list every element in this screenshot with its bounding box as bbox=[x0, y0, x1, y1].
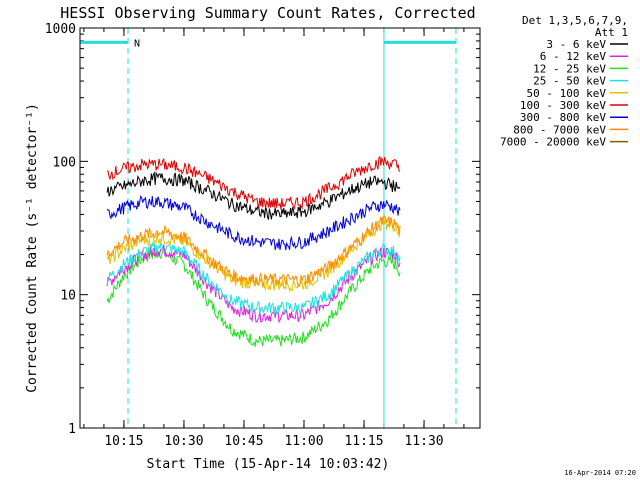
series-line-2 bbox=[106, 248, 401, 347]
series-line-5 bbox=[107, 155, 401, 211]
legend-entry-label: 100 - 300 keV bbox=[520, 99, 606, 112]
y-tick-label: 1000 bbox=[45, 22, 76, 37]
y-tick-label: 1 bbox=[68, 422, 76, 437]
flag-label: N bbox=[134, 38, 140, 49]
legend-entry-label: 800 - 7000 keV bbox=[513, 123, 606, 136]
legend-header: Att 1 bbox=[595, 26, 628, 39]
plot-border bbox=[79, 27, 481, 429]
legend-entry-label: 3 - 6 keV bbox=[546, 38, 606, 51]
series-line-0 bbox=[106, 171, 401, 220]
legend-entry-label: 6 - 12 keV bbox=[540, 50, 607, 63]
x-tick-label: 10:15 bbox=[104, 434, 143, 449]
x-tick-label: 10:30 bbox=[164, 434, 203, 449]
legend-entry-label: 50 - 100 keV bbox=[527, 87, 607, 100]
x-tick-label: 11:15 bbox=[344, 434, 383, 449]
x-axis-label: Start Time (15-Apr-14 10:03:42) bbox=[147, 457, 390, 472]
plot-axes: 1 10 100 1000 10:15 10:30 10:45 11:00 11:15 11:30 bbox=[45, 22, 480, 449]
series-line-7 bbox=[106, 215, 401, 288]
legend-entry-label: 7000 - 20000 keV bbox=[500, 136, 606, 149]
legend-header: Det 1,3,5,6,7,9, bbox=[522, 14, 628, 27]
y-tick-label: 100 bbox=[53, 155, 76, 170]
legend-entry-label: 300 - 800 keV bbox=[520, 111, 606, 124]
series-group bbox=[106, 155, 401, 347]
y-axis-label: Corrected Count Rate (s⁻¹ detector⁻¹) bbox=[25, 103, 40, 393]
chart-title: HESSI Observing Summary Count Rates, Cor… bbox=[60, 4, 475, 22]
plot-frame bbox=[79, 27, 481, 429]
series-line-6 bbox=[106, 194, 401, 251]
x-tick-label: 11:00 bbox=[284, 434, 323, 449]
footer-timestamp: 16-Apr-2014 07:20 bbox=[564, 469, 636, 477]
x-tick-label: 10:45 bbox=[224, 434, 263, 449]
legend-entry-label: 25 - 50 keV bbox=[533, 75, 606, 88]
legend-entry-label: 12 - 25 keV bbox=[533, 62, 606, 75]
y-tick-label: 10 bbox=[60, 289, 76, 304]
x-tick-label: 11:30 bbox=[404, 434, 443, 449]
series-line-3 bbox=[106, 241, 401, 315]
